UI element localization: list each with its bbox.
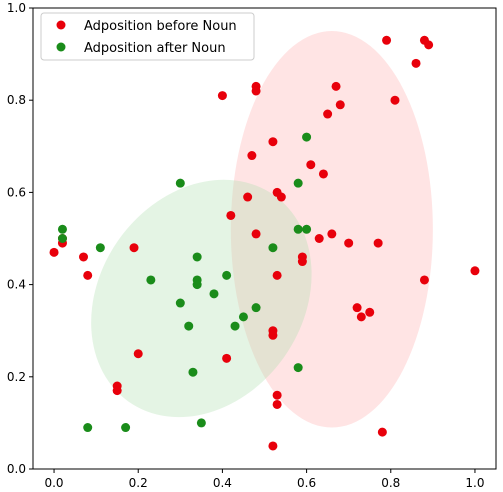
data-point-series-2: [146, 275, 156, 285]
data-point-series-2: [302, 224, 312, 234]
data-point-series-1: [276, 192, 286, 202]
confidence-ellipse-1: [230, 31, 433, 428]
data-point-series-1: [373, 238, 383, 248]
y-tick-label: 0.2: [7, 370, 26, 384]
x-axis: 0.0 0.2 0.4 0.6 0.8 1.0: [44, 469, 485, 490]
data-point-series-1: [272, 270, 282, 280]
data-point-series-1: [411, 58, 421, 68]
data-point-series-2: [293, 363, 303, 373]
data-point-series-1: [390, 95, 400, 105]
data-point-series-1: [112, 386, 122, 396]
points-layer: [49, 35, 480, 451]
data-point-series-1: [344, 238, 354, 248]
data-point-series-1: [268, 326, 278, 336]
data-point-series-2: [302, 132, 312, 142]
data-point-series-2: [196, 418, 206, 428]
data-point-series-1: [327, 229, 337, 239]
data-point-series-1: [268, 137, 278, 147]
data-point-series-1: [377, 427, 387, 437]
data-point-series-1: [335, 100, 345, 110]
data-point-series-1: [247, 151, 257, 161]
legend-marker: [56, 20, 66, 30]
data-point-series-1: [306, 160, 316, 170]
y-tick-label: 0.4: [7, 278, 26, 292]
data-point-series-1: [272, 390, 282, 400]
data-point-series-2: [192, 252, 202, 262]
y-tick-label: 0.0: [7, 462, 26, 476]
data-point-series-1: [272, 399, 282, 409]
y-tick-label: 0.6: [7, 185, 26, 199]
legend-label: Adposition after Noun: [84, 41, 226, 56]
data-point-series-2: [121, 423, 131, 433]
confidence-ellipse-2: [91, 179, 312, 418]
data-point-series-1: [424, 40, 434, 50]
data-point-series-1: [419, 275, 429, 285]
y-tick-label: 0.8: [7, 93, 26, 107]
x-tick-label: 0.4: [213, 476, 232, 490]
data-point-series-1: [323, 109, 333, 119]
data-point-series-2: [184, 321, 194, 331]
data-point-series-2: [230, 321, 240, 331]
data-point-series-1: [222, 353, 232, 363]
data-point-series-1: [318, 169, 328, 179]
legend-marker: [56, 42, 66, 52]
legend-label: Adposition before Noun: [84, 19, 237, 34]
y-tick-label: 1.0: [7, 1, 26, 15]
data-point-series-1: [297, 252, 307, 262]
x-tick-label: 0.6: [297, 476, 316, 490]
data-point-series-2: [251, 303, 261, 313]
legend: Adposition before Noun Adposition after N…: [40, 12, 255, 61]
data-point-series-1: [365, 307, 375, 317]
data-point-series-1: [331, 81, 341, 91]
y-axis: 0.0 0.2 0.4 0.6 0.8 1.0: [7, 1, 33, 476]
data-point-series-2: [175, 178, 185, 188]
data-point-series-2: [83, 423, 93, 433]
data-point-series-1: [79, 252, 89, 262]
data-point-series-1: [470, 266, 480, 276]
x-tick-label: 0.0: [44, 476, 63, 490]
data-point-series-1: [243, 192, 253, 202]
data-point-series-2: [188, 367, 198, 377]
data-point-series-2: [57, 234, 67, 243]
data-point-series-1: [314, 234, 324, 243]
data-point-series-1: [226, 210, 236, 220]
data-point-series-1: [251, 86, 261, 96]
data-point-series-2: [268, 243, 278, 253]
data-point-series-1: [251, 229, 261, 239]
data-point-series-1: [129, 243, 139, 253]
data-point-series-2: [293, 224, 303, 234]
x-tick-label: 0.8: [381, 476, 400, 490]
data-point-series-2: [175, 298, 185, 308]
data-point-series-2: [293, 178, 303, 188]
data-point-series-2: [209, 289, 219, 299]
data-point-series-2: [238, 312, 248, 322]
data-point-series-2: [192, 280, 202, 290]
data-point-series-1: [382, 35, 392, 45]
data-point-series-1: [49, 247, 59, 257]
data-point-series-1: [83, 270, 93, 280]
data-point-series-1: [356, 312, 366, 322]
data-point-series-1: [217, 91, 227, 101]
data-point-series-1: [133, 349, 143, 359]
data-point-series-2: [222, 270, 232, 280]
plot-frame: [32, 7, 497, 470]
data-point-series-2: [95, 243, 105, 253]
ellipse-layer: [91, 31, 433, 428]
x-tick-label: 0.2: [129, 476, 148, 490]
x-tick-label: 1.0: [465, 476, 484, 490]
data-point-series-1: [352, 303, 362, 313]
data-point-series-1: [268, 441, 278, 451]
legend-box: [40, 12, 255, 61]
data-point-series-2: [57, 224, 67, 234]
